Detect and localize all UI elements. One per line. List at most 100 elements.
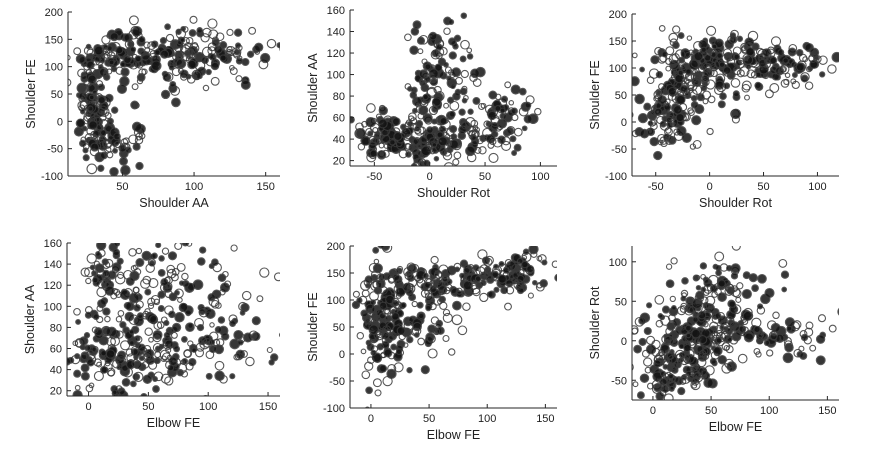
data-point <box>688 59 699 70</box>
data-point <box>714 80 725 90</box>
data-point <box>73 126 84 137</box>
data-point <box>210 76 220 86</box>
data-point <box>395 348 403 355</box>
data-point <box>442 286 451 295</box>
data-point <box>369 149 378 158</box>
data-point <box>205 311 212 318</box>
data-point <box>424 281 432 289</box>
data-point <box>93 45 104 56</box>
data-point <box>235 42 242 49</box>
y-tick-label: 150 <box>45 34 63 46</box>
data-point <box>721 330 731 340</box>
y-tick-label: 20 <box>50 386 62 398</box>
data-point <box>417 337 425 346</box>
data-point <box>205 372 213 380</box>
data-point <box>428 31 438 41</box>
data-point <box>764 58 770 65</box>
data-point <box>518 106 529 117</box>
data-point <box>645 344 657 355</box>
data-point <box>475 135 485 145</box>
data-point <box>667 314 676 322</box>
x-axis-label: Elbow FE <box>427 428 481 442</box>
data-point <box>119 289 131 300</box>
data-point <box>410 327 420 337</box>
data-point <box>685 332 692 339</box>
data-point <box>226 28 234 37</box>
data-point <box>460 12 468 19</box>
data-point <box>209 322 215 328</box>
data-point <box>241 57 250 67</box>
data-point <box>466 152 477 163</box>
data-point <box>685 68 692 75</box>
data-point <box>422 272 429 279</box>
subplot-3: -50 0 50 100 -100 -50 0 50 100 150 200 Shoulder Rot… <box>588 9 839 210</box>
data-point <box>551 260 557 268</box>
data-point <box>717 279 726 288</box>
data-point <box>670 257 678 265</box>
data-point <box>676 125 687 137</box>
data-point <box>837 307 839 316</box>
data-point <box>511 150 518 156</box>
data-point <box>691 369 701 379</box>
data-point <box>127 40 135 48</box>
data-point <box>79 139 87 148</box>
data-point <box>226 48 233 55</box>
x-tick-label: 50 <box>479 171 491 183</box>
data-point <box>632 76 640 87</box>
y-tick-label: 50 <box>615 296 627 308</box>
data-point <box>674 49 686 60</box>
data-point <box>188 29 197 37</box>
x-tick-label: 50 <box>142 401 154 413</box>
y-tick-label: 0 <box>339 349 345 361</box>
data-point <box>513 127 523 137</box>
x-tick-label: 100 <box>478 413 496 425</box>
data-point <box>730 78 741 88</box>
data-point <box>93 327 103 337</box>
data-point <box>535 282 545 292</box>
data-point <box>409 45 419 55</box>
data-point <box>777 49 785 56</box>
data-point <box>661 334 671 345</box>
data-point <box>679 84 689 93</box>
data-point <box>510 84 521 95</box>
subplot-2: -50 0 50 100 20 40 60 80 100 120 140 160 Shoulder Ro… <box>306 0 557 200</box>
data-point <box>698 335 708 345</box>
data-point <box>134 55 142 63</box>
data-point <box>115 66 124 75</box>
scatter-points <box>632 246 839 400</box>
data-point <box>135 247 143 255</box>
data-point <box>75 118 86 129</box>
data-point <box>701 74 709 83</box>
data-point <box>266 38 277 49</box>
x-tick-label: 100 <box>531 171 549 183</box>
data-point <box>831 51 839 63</box>
data-point <box>408 278 418 288</box>
data-point <box>383 348 393 358</box>
data-point <box>769 332 778 341</box>
data-point <box>698 80 705 87</box>
data-point <box>523 114 533 124</box>
data-point <box>214 360 225 371</box>
data-point <box>669 338 679 347</box>
data-point <box>525 95 535 105</box>
data-point <box>688 306 697 314</box>
data-point <box>513 143 522 152</box>
data-point <box>83 45 94 56</box>
data-point <box>406 367 413 374</box>
data-point <box>766 349 774 357</box>
data-point <box>366 103 376 113</box>
data-point <box>174 312 185 323</box>
data-point <box>722 48 733 58</box>
data-point <box>200 337 207 343</box>
data-point <box>453 262 462 271</box>
data-point <box>436 326 445 335</box>
data-point <box>448 0 457 5</box>
data-point <box>377 118 388 129</box>
data-point <box>464 117 476 128</box>
data-point <box>665 279 675 289</box>
data-point <box>123 55 132 64</box>
scatter-points <box>67 243 280 396</box>
data-point <box>160 316 168 324</box>
data-point <box>437 298 443 305</box>
x-tick-label: 150 <box>259 401 277 413</box>
